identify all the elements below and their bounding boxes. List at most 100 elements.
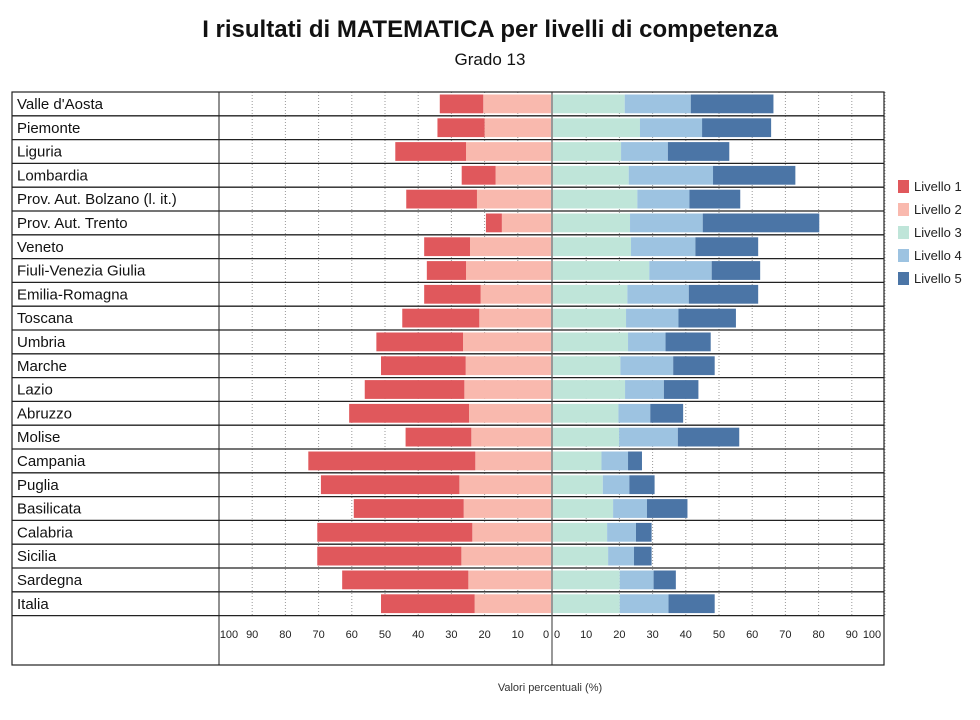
- bar-livello-3: [553, 261, 650, 280]
- bar-livello-1: [317, 522, 473, 542]
- bar-livello-5: [668, 594, 715, 614]
- bar-livello-4: [624, 94, 691, 114]
- bar-livello-3: [553, 213, 631, 233]
- category-label: Sardegna: [17, 572, 83, 589]
- bar-livello-1: [308, 451, 476, 471]
- bar-livello-5: [677, 427, 740, 447]
- bar-livello-1: [353, 499, 464, 518]
- bar-livello-1: [461, 165, 496, 185]
- legend-swatch: [898, 226, 909, 239]
- bar-livello-4: [618, 403, 651, 423]
- bar-livello-3: [553, 427, 620, 447]
- category-label: Abruzzo: [17, 405, 72, 422]
- bar-livello-1: [364, 380, 465, 399]
- bar-livello-4: [621, 142, 668, 161]
- bar-livello-4: [628, 165, 714, 185]
- bar-livello-2: [495, 165, 551, 185]
- legend-swatch: [898, 272, 909, 285]
- category-label: Molise: [17, 429, 60, 446]
- bar-livello-4: [607, 522, 636, 542]
- bar-livello-4: [608, 546, 635, 566]
- category-label: Valle d'Aosta: [17, 96, 104, 113]
- category-label: Veneto: [17, 239, 64, 256]
- bar-livello-1: [424, 284, 481, 304]
- bar-livello-4: [613, 499, 647, 518]
- bar-livello-1: [406, 189, 477, 209]
- bar-livello-2: [466, 142, 551, 161]
- legend-swatch: [898, 203, 909, 216]
- bar-livello-4: [619, 427, 678, 447]
- category-label: Italia: [17, 596, 49, 613]
- bar-livello-1: [317, 546, 462, 566]
- bar-livello-5: [678, 308, 736, 328]
- legend-label: Livello 3: [914, 225, 962, 240]
- x-tick-label: 40: [412, 629, 424, 641]
- x-tick-label: 80: [812, 629, 824, 641]
- bar-livello-4: [619, 594, 669, 614]
- legend-label: Livello 1: [914, 179, 962, 194]
- bar-livello-5: [665, 332, 711, 352]
- bar-livello-1: [424, 237, 470, 257]
- bar-livello-4: [649, 261, 712, 280]
- bar-livello-3: [553, 189, 638, 209]
- bar-livello-5: [650, 403, 684, 423]
- bar-livello-4: [620, 356, 674, 376]
- bar-livello-3: [553, 451, 602, 471]
- bar-livello-2: [474, 594, 551, 614]
- bar-livello-3: [553, 499, 614, 518]
- bar-livello-1: [381, 356, 466, 376]
- bar-livello-3: [553, 94, 625, 114]
- bar-livello-2: [465, 356, 551, 376]
- x-tick-label: 100: [220, 629, 238, 641]
- legend-swatch: [898, 249, 909, 262]
- bar-livello-1: [405, 427, 472, 447]
- bar-livello-5: [663, 380, 699, 399]
- x-tick-label: 10: [512, 629, 524, 641]
- category-label: Fiuli-Venezia Giulia: [17, 263, 146, 280]
- bar-livello-3: [553, 475, 603, 495]
- bar-livello-2: [475, 451, 551, 471]
- x-tick-label: 100: [863, 629, 881, 641]
- bar-livello-2: [466, 261, 551, 280]
- bar-livello-3: [553, 356, 621, 376]
- bar-livello-2: [459, 475, 551, 495]
- bar-livello-1: [402, 308, 480, 328]
- category-label: Emilia-Romagna: [17, 286, 129, 303]
- bar-livello-2: [483, 94, 551, 114]
- bar-livello-2: [501, 213, 551, 233]
- legend-label: Livello 2: [914, 202, 962, 217]
- bar-livello-4: [619, 570, 654, 590]
- bar-livello-2: [469, 237, 551, 257]
- bar-livello-4: [639, 118, 703, 138]
- bar-livello-5: [695, 237, 759, 257]
- bar-livello-2: [476, 189, 551, 209]
- x-tick-label: 0: [554, 629, 560, 641]
- bar-livello-2: [484, 118, 551, 138]
- bar-livello-4: [627, 284, 689, 304]
- bar-livello-4: [602, 475, 630, 495]
- bar-livello-2: [471, 427, 551, 447]
- bar-livello-5: [636, 522, 652, 542]
- x-tick-label: 0: [543, 629, 549, 641]
- bar-livello-5: [629, 475, 655, 495]
- bar-livello-3: [553, 118, 640, 138]
- category-label: Prov. Aut. Trento: [17, 215, 128, 232]
- x-tick-label: 50: [713, 629, 725, 641]
- bar-livello-5: [711, 261, 761, 280]
- bar-livello-3: [553, 332, 629, 352]
- bar-livello-3: [553, 403, 619, 423]
- category-label: Umbria: [17, 334, 66, 351]
- x-tick-label: 10: [580, 629, 592, 641]
- bar-livello-1: [485, 213, 502, 233]
- x-tick-label: 20: [613, 629, 625, 641]
- bar-livello-4: [637, 189, 690, 209]
- bar-livello-2: [472, 522, 551, 542]
- bar-livello-1: [426, 261, 467, 280]
- bar-livello-2: [468, 403, 551, 423]
- x-tick-label: 50: [379, 629, 391, 641]
- bar-livello-5: [653, 570, 676, 590]
- bar-livello-5: [673, 356, 715, 376]
- bar-livello-5: [646, 499, 688, 518]
- bar-livello-5: [713, 165, 796, 185]
- bar-livello-1: [342, 570, 469, 590]
